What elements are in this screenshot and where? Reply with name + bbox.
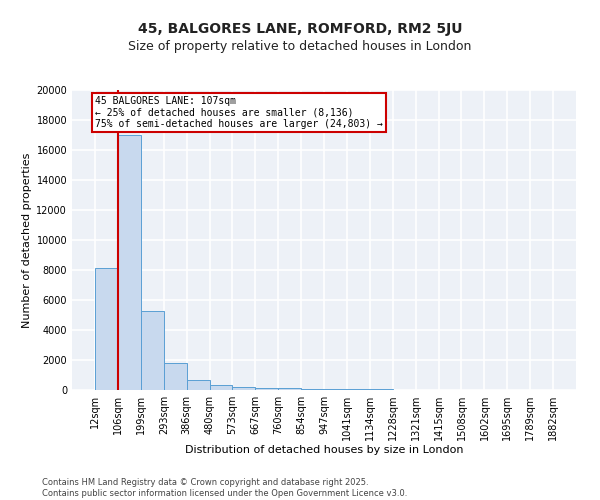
Text: 45, BALGORES LANE, ROMFORD, RM2 5JU: 45, BALGORES LANE, ROMFORD, RM2 5JU — [138, 22, 462, 36]
Bar — [278, 388, 301, 390]
Bar — [187, 380, 209, 390]
Bar — [141, 310, 164, 390]
Bar — [209, 385, 232, 390]
Bar — [118, 135, 141, 390]
Bar — [324, 389, 347, 390]
Text: Size of property relative to detached houses in London: Size of property relative to detached ho… — [128, 40, 472, 53]
Bar — [164, 363, 187, 390]
Bar — [347, 389, 370, 390]
X-axis label: Distribution of detached houses by size in London: Distribution of detached houses by size … — [185, 444, 463, 454]
Bar — [232, 386, 256, 390]
Text: 45 BALGORES LANE: 107sqm
← 25% of detached houses are smaller (8,136)
75% of sem: 45 BALGORES LANE: 107sqm ← 25% of detach… — [95, 96, 383, 129]
Bar — [95, 268, 118, 390]
Bar — [256, 388, 278, 390]
Y-axis label: Number of detached properties: Number of detached properties — [22, 152, 32, 328]
Text: Contains HM Land Registry data © Crown copyright and database right 2025.
Contai: Contains HM Land Registry data © Crown c… — [42, 478, 407, 498]
Bar — [301, 389, 324, 390]
